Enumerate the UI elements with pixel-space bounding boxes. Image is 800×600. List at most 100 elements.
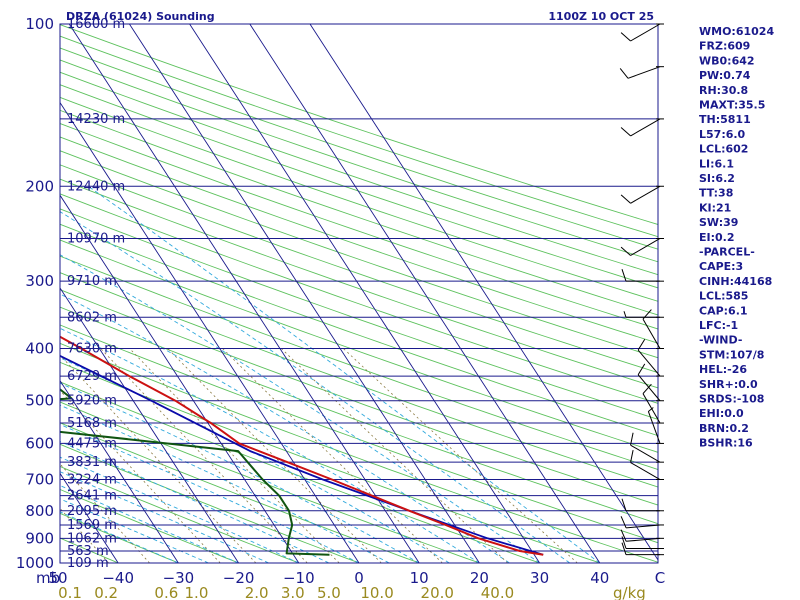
moist-adiabat-14 xyxy=(87,185,601,563)
height-label: 12440 m xyxy=(67,179,125,194)
wind-barb xyxy=(620,516,664,529)
isotherm-17 xyxy=(189,24,540,563)
mixing-ratio-label: 0.1 xyxy=(58,584,82,600)
temperature-tick-label: 30 xyxy=(530,569,549,587)
height-label: 109 m xyxy=(67,556,109,571)
height-label: 3224 m xyxy=(67,473,117,488)
index-brn-0-2-27: BRN:0.2 xyxy=(699,422,749,435)
height-label: 563 m xyxy=(67,544,109,559)
wind-barb xyxy=(621,542,664,556)
temperature-tick-label: C xyxy=(655,569,665,587)
index-wb0-642-2: WB0:642 xyxy=(699,54,755,67)
temperature-tick-label: 0 xyxy=(354,569,364,587)
temperature-labels: 50 −40 −30 −20 −10 0 10 20 30 40 C xyxy=(48,569,665,587)
height-label: 2641 m xyxy=(67,489,117,504)
index-lcl-602-8: LCL:602 xyxy=(699,143,748,156)
moist-adiabat-2 xyxy=(60,485,239,563)
index-wind-21: -WIND- xyxy=(699,334,742,347)
temperature-tick-label: 50 xyxy=(48,569,67,587)
temperature-line xyxy=(60,335,544,556)
pressure-label: 300 xyxy=(25,272,54,290)
isotherm-14 xyxy=(60,101,360,563)
wind-barbs xyxy=(619,23,664,556)
index-lcl-585-18: LCL:585 xyxy=(699,290,748,303)
index-lfc-1-20: LFC:-1 xyxy=(699,319,738,332)
mixing-ratio-label: 2.0 xyxy=(245,584,269,600)
temperature-tick-label: 10 xyxy=(410,569,429,587)
height-label: 1062 m xyxy=(67,531,117,546)
wind-barb xyxy=(620,529,664,542)
temperature-tick-label: −30 xyxy=(163,569,195,587)
wind-barb xyxy=(623,311,664,318)
index-cap-6-1-19: CAP:6.1 xyxy=(699,304,748,317)
index-pw-0-74-3: PW:0.74 xyxy=(699,69,751,82)
index-cape-3-16: CAPE:3 xyxy=(699,260,743,273)
height-label: 5168 m xyxy=(67,416,117,431)
temperature-tick-label: −10 xyxy=(283,569,315,587)
wind-barb xyxy=(620,23,664,42)
mixing-ratio-label: 1.0 xyxy=(185,584,209,600)
mixing-ratio-label: 0.2 xyxy=(94,584,118,600)
index-ehi-0-0-26: EHI:0.0 xyxy=(699,407,744,420)
wind-barb xyxy=(642,383,664,424)
height-label: 4475 m xyxy=(67,436,117,451)
pressure-label: 800 xyxy=(25,502,54,520)
pressure-label: 500 xyxy=(25,392,54,410)
moist-adiabat-7 xyxy=(60,404,390,563)
isotherm-11 xyxy=(60,379,179,563)
isotherm-18 xyxy=(249,24,601,563)
index-tt-38-11: TT:38 xyxy=(699,187,733,200)
moist-adiabat-0 xyxy=(60,511,179,563)
units-label: mb xyxy=(36,569,60,587)
height-label: 14230 m xyxy=(67,112,125,127)
index-stm-107-8-22: STM:107/8 xyxy=(699,348,764,361)
mixing-ratio-label: 40.0 xyxy=(481,584,514,600)
height-labels: 16600 m 14230 m 12440 m 10970 m 9710 m 8602 m… xyxy=(67,17,125,571)
index-ei-0-2-14: EI:0.2 xyxy=(699,231,735,244)
mixing-ratio-label: 20.0 xyxy=(421,584,454,600)
index-rh-30-8-4: RH:30.8 xyxy=(699,84,748,97)
wind-barb xyxy=(621,536,664,550)
wind-barb xyxy=(637,363,664,402)
index-th-5811-6: TH:5811 xyxy=(699,113,751,126)
pressure-label: 900 xyxy=(25,529,54,547)
index-frz-609-1: FRZ:609 xyxy=(699,40,750,53)
index-si-6-2-10: SI:6.2 xyxy=(699,172,735,185)
wind-barb xyxy=(630,432,664,463)
height-label: 16600 m xyxy=(67,17,125,32)
wind-barb xyxy=(619,66,664,79)
temperature-tick-label: 40 xyxy=(590,569,609,587)
height-label: 3831 m xyxy=(67,455,117,470)
temperature-tick-label: 20 xyxy=(470,569,489,587)
isotherm-13 xyxy=(60,194,300,563)
mixing-ratio-labels: 0.1 0.2 0.6 1.0 2.0 3.0 5.0 10.0 20.0 40.0 xyxy=(58,584,514,600)
height-label: 10970 m xyxy=(67,231,125,246)
wind-barb xyxy=(620,118,664,137)
pressure-label: 200 xyxy=(25,177,54,195)
isotherm-12 xyxy=(60,287,239,563)
wind-barb xyxy=(647,407,664,444)
index-wmo-61024-0: WMO:61024 xyxy=(699,25,774,38)
index-srds-108-25: SRDS:-108 xyxy=(699,393,764,406)
height-label: 9710 m xyxy=(67,274,117,289)
wind-barb xyxy=(620,237,664,256)
height-label: 6729 m xyxy=(67,369,117,384)
wind-barb xyxy=(620,185,664,204)
plot-background xyxy=(60,24,658,563)
height-label: 8602 m xyxy=(67,310,117,325)
index-maxt-35-5-5: MAXT:35.5 xyxy=(699,99,765,112)
plot-frame xyxy=(59,23,659,564)
wind-barb xyxy=(621,269,664,282)
height-label: 7630 m xyxy=(67,342,117,357)
index-ki-21-12: KI:21 xyxy=(699,201,731,214)
height-label: 5920 m xyxy=(67,394,117,409)
isotherms xyxy=(60,24,658,563)
index-hel-26-23: HEL:-26 xyxy=(699,363,747,376)
station-title: DRZA (61024) Sounding xyxy=(66,10,215,23)
moist-adiabat-1 xyxy=(60,498,209,563)
profiles xyxy=(60,335,544,556)
index-sw-39-13: SW:39 xyxy=(699,216,738,229)
wind-barb xyxy=(621,498,664,512)
pressure-label: 700 xyxy=(25,471,54,489)
